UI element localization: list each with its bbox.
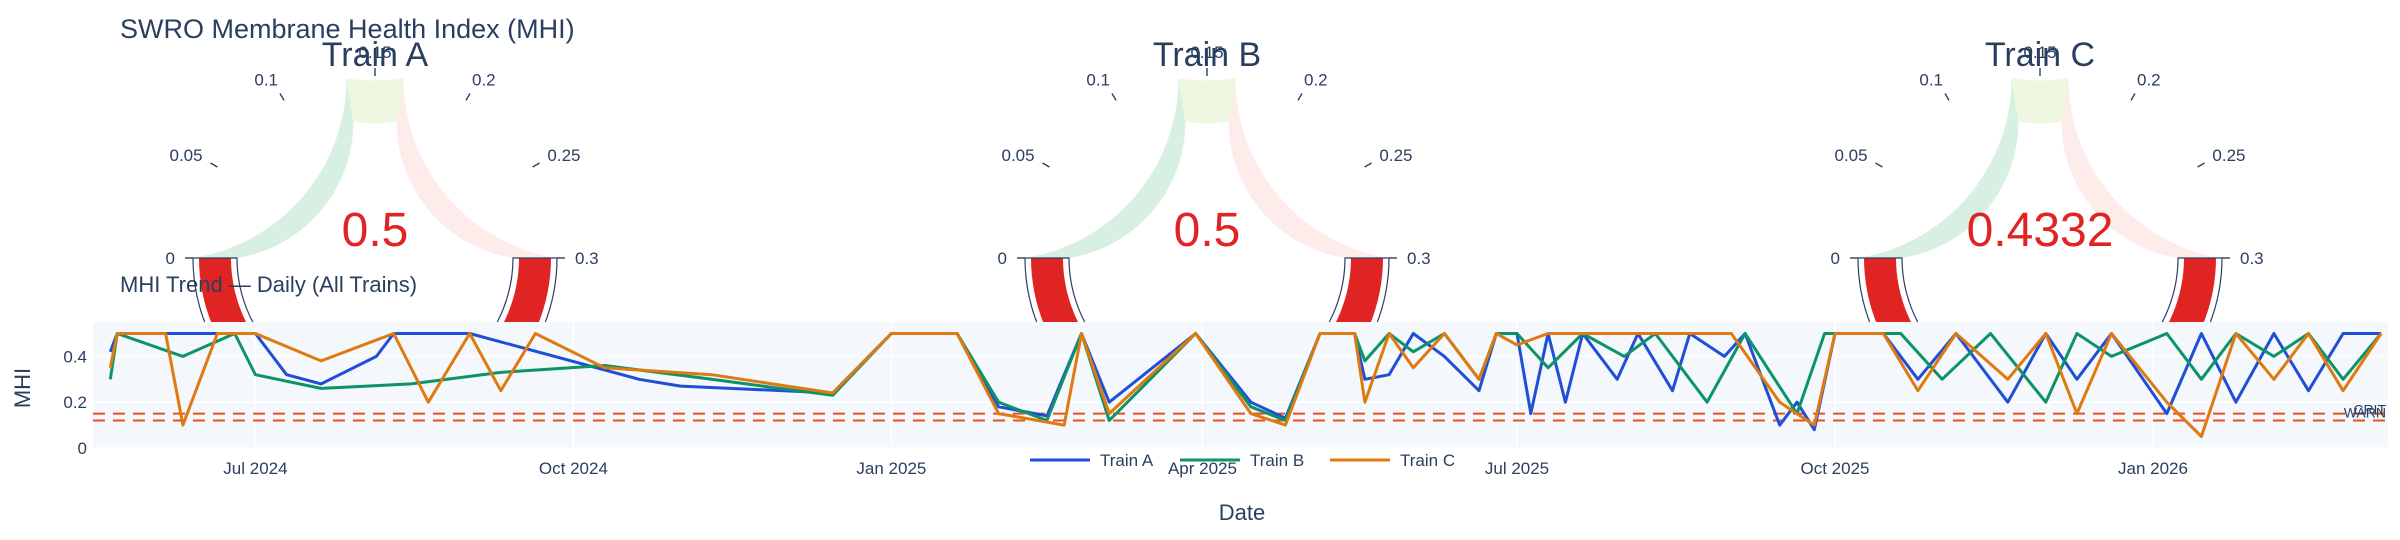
gauge-band-safe xyxy=(1025,78,1186,258)
y-tick-label: 0.4 xyxy=(63,347,87,366)
gauge-tick-label: 0.3 xyxy=(2240,249,2264,268)
gauge-band-safe xyxy=(1858,78,2019,258)
x-axis-label: Date xyxy=(1219,500,1265,525)
gauge-tick xyxy=(210,162,218,168)
gauge-tick xyxy=(2197,162,2205,168)
gauge-tick-label: 0.2 xyxy=(1304,71,1328,90)
gauge-band-alert xyxy=(1228,78,1389,258)
threshold-label: CRIT xyxy=(2353,402,2386,418)
gauge-band-warn xyxy=(1178,78,1236,124)
gauge-tick-label: 0.1 xyxy=(1919,71,1943,90)
gauge-tick-label: 0.25 xyxy=(1379,146,1412,165)
gauge-tick-label: 0.1 xyxy=(1086,71,1110,90)
gauge-tick-label: 0.25 xyxy=(2212,146,2245,165)
legend-label: Train C xyxy=(1400,451,1455,470)
gauge-tick xyxy=(1297,93,1303,101)
gauge-tick xyxy=(279,93,285,101)
gauge-tick-label: 0.3 xyxy=(575,249,599,268)
gauge-tick-label: 0.05 xyxy=(1002,146,1035,165)
gauge-tick-label: 0.05 xyxy=(1835,146,1868,165)
gauge-tick xyxy=(1042,162,1050,168)
legend-label: Train A xyxy=(1100,451,1154,470)
gauge-tick-label: 0.3 xyxy=(1407,249,1431,268)
x-tick-label: Jan 2026 xyxy=(2118,459,2188,478)
x-tick-label: Apr 2025 xyxy=(1168,459,1237,478)
gauge-value-number: 0.4332 xyxy=(1967,204,2114,257)
y-tick-label: 0.2 xyxy=(63,393,87,412)
gauge-tick-label: 0.2 xyxy=(472,71,496,90)
gauge-title: Train B xyxy=(1153,36,1261,74)
gauge-tick-label: 0 xyxy=(1831,249,1840,268)
gauge-band-warn xyxy=(346,78,404,124)
legend: Train A Train B Train C xyxy=(1030,451,1455,470)
gauge-tick-label: 0.2 xyxy=(2137,71,2161,90)
gauge-tick xyxy=(1944,93,1950,101)
gauge-tick xyxy=(465,93,471,101)
y-axis-label: MHI xyxy=(10,368,35,408)
gauge-value-number: 0.5 xyxy=(1174,204,1241,257)
gauge-title: Train C xyxy=(1985,36,2095,74)
gauge-tick-label: 0.05 xyxy=(170,146,203,165)
gauge-tick xyxy=(532,162,540,168)
gauge-tick-label: 0 xyxy=(166,249,175,268)
gauge-tick-label: 0 xyxy=(998,249,1007,268)
gauge-tick xyxy=(1111,93,1117,101)
x-tick-label: Jul 2025 xyxy=(1485,459,1549,478)
gauge-tick-label: 0.15 xyxy=(1190,43,1223,62)
page-title: SWRO Membrane Health Index (MHI) xyxy=(120,14,575,44)
threshold-label: WARN xyxy=(2344,405,2386,421)
legend-label: Train B xyxy=(1250,451,1304,470)
x-tick-label: Oct 2025 xyxy=(1800,459,1869,478)
gauge-band-warn xyxy=(2011,78,2069,124)
y-tick-label: 0 xyxy=(78,439,87,458)
gauge-title: Train A xyxy=(322,36,429,74)
gauge-tick-label: 0.1 xyxy=(254,71,278,90)
gauge-tick-label: 0.15 xyxy=(2023,43,2056,62)
gauge-tick xyxy=(2130,93,2136,101)
gauge-tick xyxy=(1875,162,1883,168)
gauge-band-alert xyxy=(2061,78,2222,258)
gauge-tick xyxy=(1364,162,1372,168)
trend-chart: 0 0.2 0.4 Jul 2024 Oct 2024 Jan 2025 Apr 2025 J… xyxy=(63,322,2388,478)
series-line-train-c xyxy=(108,332,2383,438)
gauge-tick-label: 0.15 xyxy=(358,43,391,62)
gauge-value-number: 0.5 xyxy=(342,204,409,257)
gauge-band-alert xyxy=(396,78,557,258)
gauge-band-safe xyxy=(193,78,354,258)
x-tick-label: Oct 2024 xyxy=(539,459,608,478)
gauge-tick-label: 0.25 xyxy=(547,146,580,165)
x-tick-label: Jul 2024 xyxy=(223,459,287,478)
x-tick-label: Jan 2025 xyxy=(856,459,926,478)
trend-subtitle: MHI Trend — Daily (All Trains) xyxy=(120,272,417,297)
